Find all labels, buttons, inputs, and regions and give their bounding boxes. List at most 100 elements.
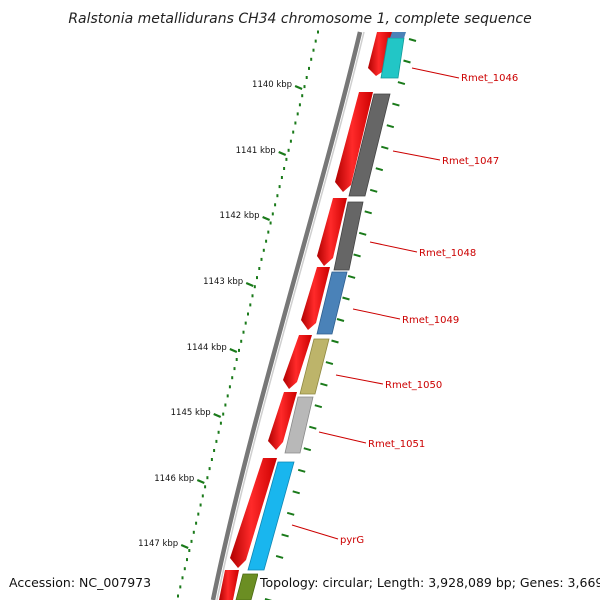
scale-dot xyxy=(226,394,229,398)
scale-dot xyxy=(249,303,252,307)
scale-dot xyxy=(312,48,315,52)
outer-tick xyxy=(331,339,339,344)
label-line-rmet1048 xyxy=(369,241,418,253)
gene-label-rmet1049[interactable]: Rmet_1049 xyxy=(402,315,459,326)
scale-dot xyxy=(294,121,297,125)
gene-label-rmet1050[interactable]: Rmet_1050 xyxy=(385,380,442,391)
scale-dot xyxy=(192,530,195,534)
cds-arrow-rmet1049-forward[interactable] xyxy=(301,267,330,330)
kbp-label: 1144 kbp xyxy=(187,343,227,353)
outer-tick xyxy=(386,124,395,129)
outer-tick xyxy=(342,296,350,301)
scale-dots xyxy=(177,30,319,598)
cds-arrow-rmet1050-forward[interactable] xyxy=(283,335,312,389)
outer-tick xyxy=(369,188,378,193)
outer-tick xyxy=(364,210,372,215)
scale-dot xyxy=(199,503,202,507)
scale-dot xyxy=(215,439,218,443)
gene-label-rmet1048[interactable]: Rmet_1048 xyxy=(419,248,476,259)
outer-tick xyxy=(336,318,345,322)
outer-tick xyxy=(303,447,312,452)
scale-dot xyxy=(258,267,261,270)
scale-dot xyxy=(317,30,319,34)
kbp-label: 1140 kbp xyxy=(252,80,292,90)
scale-dot xyxy=(274,203,277,207)
scale-dot xyxy=(244,321,247,325)
gene-block-rmet1048[interactable] xyxy=(333,201,364,271)
outer-tick xyxy=(353,253,361,258)
scale-dot xyxy=(296,112,299,116)
outer-tick xyxy=(264,598,273,600)
scale-dot xyxy=(280,176,283,179)
scale-dot xyxy=(206,476,209,480)
cds-arrow-next-forward[interactable] xyxy=(219,570,239,600)
cds-arrow-rmet1047-forward[interactable] xyxy=(335,92,373,192)
scale-dot xyxy=(287,148,290,152)
scale-dot xyxy=(283,167,286,170)
scale-dot xyxy=(289,139,292,143)
footer-accession-bg xyxy=(6,572,151,592)
scale-dot xyxy=(183,567,186,571)
scale-dot xyxy=(195,521,198,525)
outer-tick xyxy=(314,404,323,409)
cds-arrow-rmet1051-forward[interactable] xyxy=(268,392,297,450)
gene-block-rmet1050[interactable] xyxy=(299,338,330,395)
backbone-arc xyxy=(210,31,363,600)
gene-label-rmet1046[interactable]: Rmet_1046 xyxy=(461,73,518,84)
scale-dot xyxy=(285,157,288,161)
gene-blocks xyxy=(235,37,405,600)
gene-block-rmet1047[interactable] xyxy=(348,93,391,197)
cds-arrow-pyrg-forward[interactable] xyxy=(230,458,277,568)
label-line-rmet1049 xyxy=(352,308,401,320)
kbp-tick xyxy=(294,84,303,91)
scale-dot xyxy=(242,330,245,334)
kbp-label: 1146 kbp xyxy=(154,474,194,484)
kbp-tick xyxy=(262,215,271,222)
outer-tick xyxy=(286,511,295,516)
map-title: Ralstonia metallidurans CH34 chromosome … xyxy=(68,11,531,27)
gene-block-next[interactable] xyxy=(235,573,259,600)
gene-label-rmet1051[interactable]: Rmet_1051 xyxy=(368,439,425,450)
top-gene-block-edge xyxy=(390,32,406,38)
gene-label-rmet1047[interactable]: Rmet_1047 xyxy=(442,156,499,167)
scale-dot xyxy=(271,212,274,216)
scale-dot xyxy=(269,221,272,225)
outer-tick xyxy=(320,382,328,387)
outer-tick xyxy=(381,145,389,150)
backbone-shade xyxy=(216,31,365,600)
kbp-tick xyxy=(278,150,287,157)
outer-tick xyxy=(347,274,356,279)
scale-dot xyxy=(179,585,182,589)
scale-dot xyxy=(197,512,200,516)
footer-topology-bg xyxy=(258,572,596,592)
gene-label-pyrg[interactable]: pyrG xyxy=(340,535,364,546)
outer-tick xyxy=(281,533,289,538)
kbp-label: 1141 kbp xyxy=(236,146,276,156)
scale-dot xyxy=(278,185,281,189)
outer-tick xyxy=(358,231,367,236)
scale-dot xyxy=(265,239,268,243)
scale-dot xyxy=(208,467,211,471)
scale-dot xyxy=(267,230,270,234)
outer-tick xyxy=(325,361,334,366)
outer-tick xyxy=(309,425,317,430)
gene-block-rmet1051[interactable] xyxy=(284,396,314,454)
outer-tick xyxy=(375,167,384,172)
scale-dot xyxy=(238,348,240,352)
gene-block-pyrg[interactable] xyxy=(247,461,295,571)
scale-dot xyxy=(222,412,225,416)
scale-dot xyxy=(233,367,236,371)
scale-dot xyxy=(301,94,304,98)
outer-tick xyxy=(397,81,406,86)
kbp-tick xyxy=(196,478,205,485)
cds-arrow-rmet1046-forward[interactable] xyxy=(368,32,392,76)
scale-dot xyxy=(188,549,191,552)
scale-dot xyxy=(298,103,301,107)
gene-block-rmet1049[interactable] xyxy=(316,271,348,335)
scale-dot xyxy=(310,57,313,61)
cds-arrow-rmet1048-forward[interactable] xyxy=(317,198,347,266)
kbp-tick xyxy=(229,347,238,354)
scale-dot xyxy=(177,594,179,598)
scale-dot xyxy=(260,257,263,261)
